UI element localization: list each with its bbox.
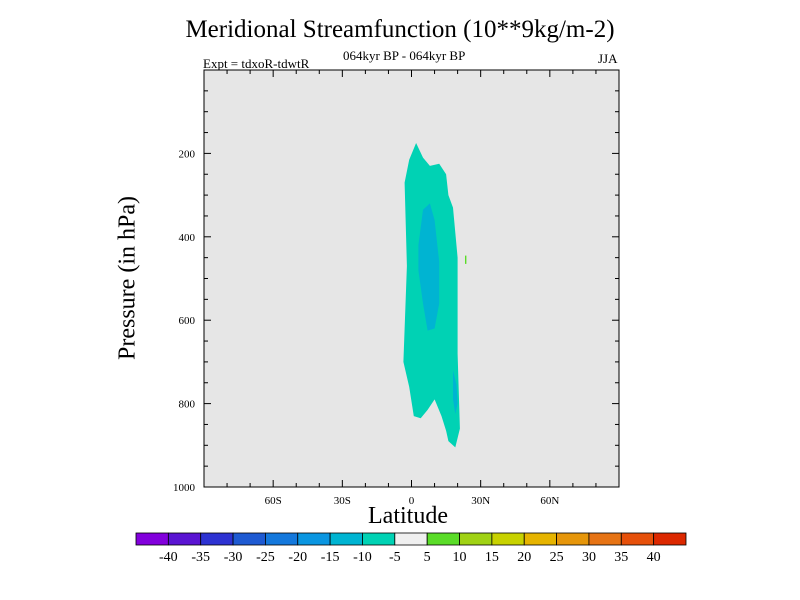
chart-subtitle: 064kyr BP - 064kyr BP: [343, 48, 466, 63]
x-axis-title: Latitude: [368, 503, 448, 529]
contour-fill-minus10-to-minus15: [418, 203, 440, 331]
colorbar-swatch: [167, 532, 202, 546]
colorbar-label: -30: [224, 550, 243, 565]
y-tick-label: 800: [179, 399, 196, 411]
experiment-label: Expt = tdxoR-tdwtR: [203, 56, 310, 71]
contour-fill-minus10-to-minus15-lower: [453, 370, 458, 414]
chart-title: Meridional Streamfunction (10**9kg/m-2): [185, 16, 615, 43]
colorbar-label: 15: [485, 550, 499, 565]
season-label: JJA: [598, 51, 618, 66]
plot-frame: [203, 69, 620, 488]
x-tick-label: 60N: [540, 495, 559, 507]
colorbar-label: 35: [614, 550, 628, 565]
y-tick-label: 600: [179, 315, 196, 327]
x-tick-label: 30S: [334, 495, 351, 507]
colorbar-swatch: [265, 532, 299, 546]
colorbar-swatch: [491, 532, 525, 546]
colorbar-label: -15: [321, 550, 340, 565]
colorbar-label: -25: [256, 550, 275, 565]
colorbar-swatch: [556, 532, 590, 546]
y-tick-label: 1000: [173, 482, 196, 494]
colorbar-label: 20: [517, 550, 531, 565]
contour-fills: [403, 143, 467, 448]
colorbar-swatch: [588, 532, 622, 546]
contour-fill-5-to-10: [465, 255, 467, 264]
colorbar-swatch: [394, 532, 428, 546]
colorbar: -40 -35 -30 -25 -20 -15 -10 -5 5 10 15 20 25 30 35 40: [135, 532, 687, 565]
colorbar-swatch: [459, 532, 493, 546]
colorbar-label: -35: [191, 550, 210, 565]
colorbar-label: 5: [424, 550, 431, 565]
colorbar-swatch: [653, 532, 687, 546]
colorbar-swatch: [297, 532, 331, 546]
colorbar-label: 30: [582, 550, 596, 565]
x-tick-label: 60S: [265, 495, 282, 507]
colorbar-swatch: [200, 532, 234, 546]
colorbar-swatch: [523, 532, 557, 546]
colorbar-swatch: [232, 532, 266, 546]
colorbar-label: -5: [389, 550, 401, 565]
colorbar-label: -20: [288, 550, 307, 565]
y-tick-label: 200: [179, 148, 196, 160]
colorbar-label: 25: [550, 550, 564, 565]
colorbar-label: 40: [647, 550, 661, 565]
colorbar-swatch: [329, 532, 363, 546]
colorbar-swatch: [620, 532, 655, 546]
colorbar-swatch: [362, 532, 396, 546]
axis-ticks: 60S 30S 0 30N 60N 200 400 600 800 1000: [173, 70, 619, 507]
x-tick-label: 0: [409, 495, 415, 507]
colorbar-swatch: [135, 532, 169, 546]
colorbar-label: -10: [353, 550, 372, 565]
x-tick-label: 30N: [471, 495, 490, 507]
colorbar-label: -40: [159, 550, 178, 565]
y-tick-label: 400: [179, 232, 196, 244]
colorbar-swatch: [426, 532, 460, 546]
colorbar-label: 10: [453, 550, 467, 565]
